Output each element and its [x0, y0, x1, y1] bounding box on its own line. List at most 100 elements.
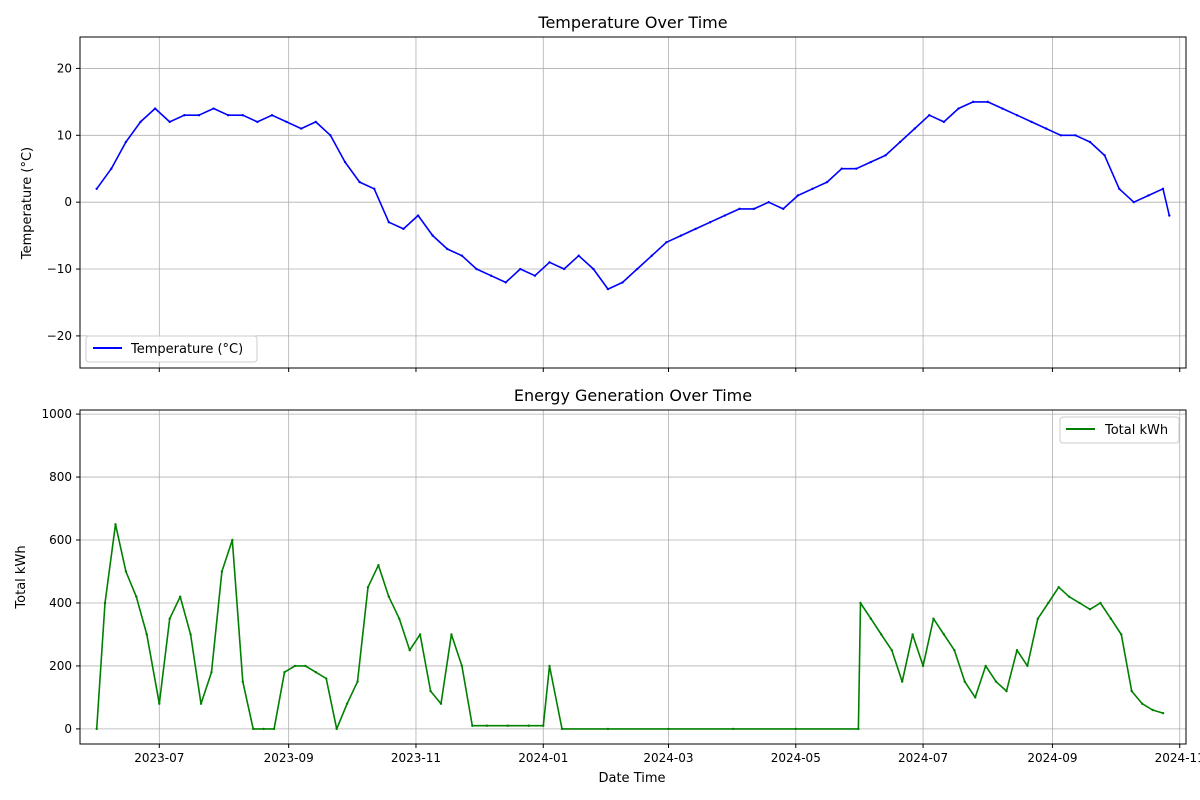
energy-data-point	[199, 702, 203, 705]
energy-data-point	[398, 617, 401, 620]
energy-data-point	[1026, 664, 1029, 668]
energy-data-point	[408, 648, 411, 652]
energy-data-point	[1036, 617, 1040, 620]
energy-data-point	[963, 680, 966, 683]
energy-data-point	[387, 595, 391, 598]
energy-data-point	[1151, 708, 1154, 712]
temp-data-point	[1168, 214, 1171, 217]
energy-data-point	[377, 563, 380, 567]
temp-data-point	[226, 114, 230, 117]
energy-data-point	[506, 724, 509, 727]
energy-data-point	[560, 727, 564, 731]
temp-data-point	[562, 267, 566, 271]
energy-chart-title: Energy Generation Over Time	[514, 386, 752, 405]
temp-data-point	[986, 100, 989, 104]
energy-data-point	[921, 664, 925, 668]
energy-data-point	[283, 671, 286, 674]
temperature-x-ticks	[158, 368, 1181, 372]
temperature-legend-box	[85, 335, 258, 363]
temperature-plot-area	[95, 100, 1171, 291]
temp-data-point	[241, 114, 244, 117]
energy-data-point	[158, 702, 161, 705]
energy-data-point	[210, 671, 213, 674]
temp-data-point	[256, 120, 259, 124]
temp-data-point	[460, 254, 464, 257]
temp-data-point	[898, 140, 902, 144]
energy-series-line-0	[95, 523, 1164, 730]
energy-data-point	[869, 617, 873, 620]
temp-data-point	[884, 154, 887, 157]
energy-data-point	[314, 671, 318, 674]
energy-data-point	[1130, 689, 1133, 693]
energy-data-point	[418, 633, 422, 636]
energy-data-point	[911, 633, 914, 636]
energy-data-point	[1140, 702, 1144, 705]
energy-data-point	[890, 648, 893, 652]
energy-data-point	[1088, 608, 1092, 611]
energy-grid	[80, 410, 1186, 744]
temp-data-point	[95, 187, 98, 190]
energy-data-point	[794, 727, 797, 731]
energy-data-point	[1120, 633, 1123, 636]
temp-data-point	[212, 107, 215, 110]
temperature-y-ticks: −20 −10 0 10 20	[47, 61, 80, 343]
temp-data-point	[913, 127, 916, 130]
temp-data-point	[942, 120, 946, 124]
temp-data-point	[402, 227, 405, 231]
temp-data-point	[679, 234, 683, 237]
energy-data-point	[606, 727, 610, 731]
temp-data-point	[533, 274, 537, 277]
energy-legend: Total kWh	[1059, 416, 1180, 444]
temp-data-point	[1044, 127, 1048, 130]
temp-data-point	[694, 227, 697, 231]
energy-data-point	[335, 727, 338, 731]
energy-data-point	[974, 696, 977, 699]
temperature-chart: −20 −10 0 10 20 Temperature Over Time Temper…	[20, 13, 1187, 372]
y-tick-label: 400	[49, 596, 72, 610]
y-tick-label: 200	[49, 659, 72, 673]
temp-data-point	[489, 274, 493, 277]
energy-plot-area	[95, 523, 1165, 731]
energy-data-point	[548, 664, 551, 668]
temp-data-point	[329, 134, 332, 137]
energy-data-point	[114, 523, 117, 526]
temp-data-point	[168, 120, 171, 124]
temp-data-point	[446, 247, 449, 251]
temp-data-point	[153, 107, 157, 110]
energy-data-point	[450, 633, 453, 636]
energy-x-axis-label: Date Time	[598, 771, 665, 786]
temp-data-point	[855, 167, 858, 170]
temp-data-point	[139, 120, 142, 124]
energy-data-point	[178, 595, 182, 598]
energy-data-point	[1078, 601, 1081, 605]
energy-data-point	[304, 664, 307, 668]
energy-data-point	[471, 724, 474, 727]
temperature-legend-label: Temperature (°C)	[130, 342, 243, 357]
y-tick-label: 0	[64, 722, 72, 736]
x-tick-label: 2023-09	[264, 751, 314, 765]
energy-data-point	[857, 727, 860, 731]
energy-data-point	[189, 633, 192, 636]
temp-data-point	[1015, 114, 1019, 117]
temp-data-point	[650, 254, 653, 257]
energy-data-point	[272, 727, 276, 731]
temp-data-point	[592, 267, 595, 271]
y-tick-label: 800	[49, 470, 72, 484]
temp-data-point	[928, 114, 931, 117]
energy-data-point	[95, 727, 98, 731]
energy-data-point	[103, 601, 107, 605]
temp-data-point	[635, 267, 639, 271]
temp-data-point	[1161, 187, 1165, 190]
y-tick-label: 20	[57, 61, 72, 75]
temp-data-point	[300, 127, 303, 130]
temp-data-point	[314, 120, 318, 124]
energy-data-point	[859, 601, 862, 605]
temp-data-point	[270, 114, 274, 117]
temp-data-point	[110, 167, 113, 170]
temp-data-point	[782, 207, 785, 211]
energy-data-point	[880, 633, 883, 636]
energy-data-point	[325, 677, 328, 680]
energy-data-point	[485, 724, 489, 727]
y-tick-label: 1000	[41, 407, 72, 421]
